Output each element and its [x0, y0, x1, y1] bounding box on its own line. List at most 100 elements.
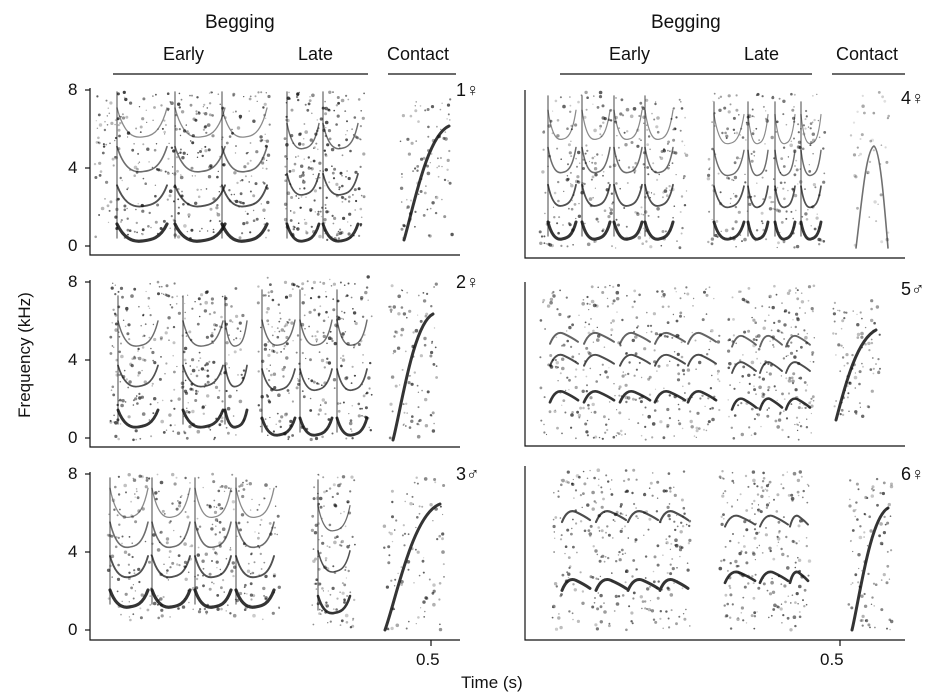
spectrogram-speckle: [601, 437, 604, 440]
spectrogram-speckle: [624, 581, 627, 584]
spectrogram-speckle: [758, 531, 761, 534]
spectrogram-speckle: [561, 344, 563, 347]
spectrogram-speckle: [711, 121, 713, 123]
spectrogram-speckle: [341, 332, 345, 336]
spectrogram-speckle: [221, 295, 224, 298]
spectrogram-speckle: [306, 280, 309, 283]
spectrogram-speckle: [432, 520, 434, 522]
spectrogram-speckle: [135, 221, 138, 225]
spectrogram-speckle: [143, 334, 146, 337]
spectrogram-speckle: [559, 517, 562, 519]
spectrogram-speckle: [781, 622, 783, 624]
spectrogram-speckle: [277, 303, 280, 306]
spectrogram-speckle: [868, 160, 872, 164]
spectrogram-speckle: [656, 290, 659, 293]
spectrogram-speckle: [224, 327, 226, 330]
spectrogram-speckle: [362, 152, 366, 156]
spectrogram-speckle: [360, 216, 363, 219]
spectrogram-speckle: [413, 582, 415, 584]
spectrogram-speckle: [121, 600, 123, 603]
spectrogram-speckle: [779, 231, 781, 234]
spectrogram-speckle: [751, 108, 754, 111]
spectrogram-speckle: [182, 203, 185, 206]
spectrogram-speckle: [121, 542, 123, 545]
spectrogram-speckle: [678, 98, 681, 101]
spectrogram-speckle: [171, 502, 174, 505]
spectrogram-speckle: [238, 399, 243, 404]
spectrogram-speckle: [390, 626, 394, 631]
spectrogram-speckle: [196, 156, 199, 158]
spectrogram-speckle: [646, 311, 648, 314]
spectrogram-speckle: [110, 121, 114, 125]
spectrogram-speckle: [681, 427, 684, 430]
spectrogram-speckle: [770, 200, 773, 204]
spectrogram-speckle: [732, 437, 736, 440]
spectrogram-speckle: [745, 139, 747, 141]
spectrogram-speckle: [150, 435, 153, 438]
spectrogram-speckle: [764, 573, 766, 575]
spectrogram-speckle: [213, 436, 216, 439]
spectrogram-speckle: [662, 148, 666, 151]
spectrogram-speckle: [264, 117, 267, 120]
p3-ytick-0: 0: [68, 620, 78, 639]
spectrogram-speckle: [765, 506, 769, 509]
spectrogram-speckle: [635, 515, 638, 518]
spectrogram-speckle: [273, 591, 276, 594]
spectrogram-speckle: [797, 333, 800, 335]
spectrogram-speckle: [168, 556, 171, 558]
spectrogram-speckle: [331, 339, 334, 343]
spectrogram-speckle: [322, 281, 326, 285]
spectrogram-speckle: [219, 506, 223, 511]
spectrogram-speckle: [872, 111, 876, 115]
spectrogram-speckle: [800, 475, 803, 478]
spectrogram-speckle: [327, 129, 332, 133]
spectrogram-speckle: [443, 215, 447, 219]
spectrogram-speckle: [317, 210, 320, 213]
spectrogram-speckle: [172, 430, 175, 433]
spectrogram-speckle: [346, 595, 349, 597]
spectrogram-speckle: [340, 357, 342, 359]
spectrogram-speckle: [347, 569, 350, 573]
spectrogram-speckle: [667, 140, 670, 144]
spectrogram-speckle: [118, 115, 121, 117]
spectrogram-speckle: [305, 357, 307, 360]
spectrogram-speckle: [551, 132, 554, 135]
spectrogram-speckle: [267, 229, 270, 232]
spectrogram-speckle: [859, 525, 862, 528]
spectrogram-speckle: [662, 554, 664, 556]
spectrogram-speckle: [676, 514, 678, 517]
spectrogram-speckle: [578, 416, 581, 419]
spectrogram-speckle: [683, 204, 687, 207]
harmonic-trace: [713, 113, 745, 145]
spectrogram-speckle: [773, 178, 775, 180]
spectrogram-speckle: [258, 546, 261, 549]
harmonic-trace: [594, 578, 628, 592]
harmonic-trace: [612, 220, 644, 241]
spectrogram-speckle: [279, 312, 281, 315]
spectrogram-speckle: [272, 372, 277, 376]
spectrogram-speckle: [596, 338, 600, 342]
spectrogram-speckle: [561, 357, 565, 361]
spectrogram-speckle: [449, 98, 452, 101]
spectrogram-speckle: [335, 324, 339, 329]
spectrogram-speckle: [859, 138, 862, 140]
spectrogram-speckle: [797, 123, 800, 126]
spectrogram-speckle: [160, 419, 164, 424]
spectrogram-speckle: [391, 607, 395, 611]
spectrogram-speckle: [247, 151, 249, 154]
spectrogram-speckle: [326, 342, 328, 345]
spectrogram-speckle: [324, 603, 327, 606]
spectrogram-speckle: [337, 101, 340, 105]
spectrogram-speckle: [270, 290, 274, 294]
spectrogram-speckle: [810, 404, 814, 408]
spectrogram-speckle: [803, 329, 806, 332]
spectrogram-speckle: [792, 226, 795, 229]
harmonic-trace: [784, 397, 812, 411]
spectrogram-speckle: [413, 481, 416, 484]
spectrogram-speckle: [325, 361, 329, 364]
spectrogram-speckle: [575, 522, 578, 525]
spectrogram-speckle: [785, 123, 788, 126]
spectrogram-speckle: [682, 369, 685, 373]
spectrogram-speckle: [649, 481, 653, 485]
spectrogram-speckle: [578, 314, 580, 316]
